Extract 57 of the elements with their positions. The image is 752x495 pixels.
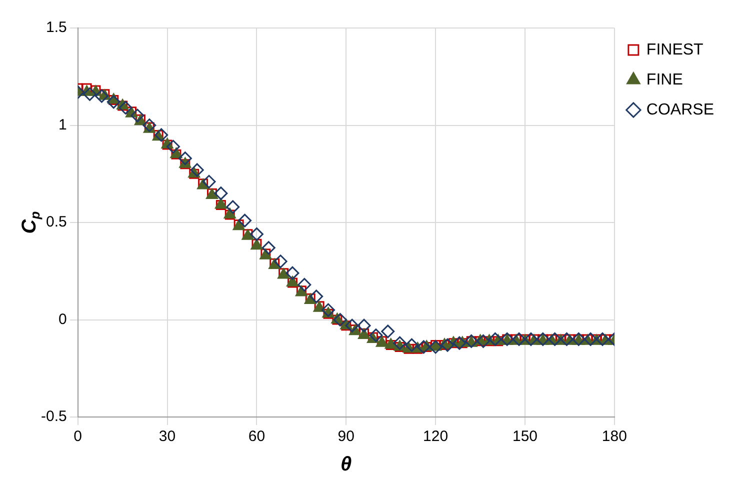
point <box>274 254 288 268</box>
point <box>369 328 383 342</box>
point <box>94 89 108 103</box>
point <box>106 95 120 109</box>
x-tick-label: 30 <box>158 428 176 446</box>
point <box>596 332 610 346</box>
x-tick-label: 120 <box>423 428 448 446</box>
legend-label: FINE <box>646 71 683 88</box>
y-tick-label: 1 <box>58 116 67 134</box>
point <box>452 336 466 350</box>
y-tick-label: -0.5 <box>40 408 67 426</box>
point <box>393 336 407 350</box>
point <box>524 332 538 346</box>
point <box>238 214 252 228</box>
y-tick-label: 0 <box>58 310 67 328</box>
point <box>250 227 264 241</box>
point <box>262 241 276 255</box>
point <box>416 340 430 354</box>
point <box>130 108 144 122</box>
point <box>404 338 418 352</box>
point <box>202 174 216 188</box>
y-tick-label: 1.5 <box>46 19 67 36</box>
point <box>333 313 347 326</box>
point <box>322 303 336 317</box>
point <box>142 118 156 132</box>
point <box>286 266 300 280</box>
point <box>226 200 240 214</box>
point <box>584 332 598 346</box>
point <box>118 100 132 114</box>
point <box>166 140 180 154</box>
point <box>154 128 168 142</box>
x-axis-title: θ <box>340 454 352 476</box>
point <box>310 290 324 304</box>
point <box>381 324 395 338</box>
point <box>488 332 502 346</box>
point <box>440 338 454 352</box>
point <box>178 152 192 166</box>
legend-label: FINEST <box>646 41 704 58</box>
point <box>214 186 228 200</box>
legend-label: COARSE <box>646 101 714 118</box>
point <box>476 334 490 348</box>
x-tick-label: 180 <box>602 428 627 446</box>
y-tick-label: 0.5 <box>46 214 67 231</box>
point <box>298 278 312 292</box>
point <box>357 318 371 332</box>
x-tick-label: 90 <box>338 428 354 446</box>
point <box>83 87 97 101</box>
point <box>428 340 442 354</box>
point <box>548 332 562 346</box>
x-tick-label: 0 <box>74 428 82 446</box>
point <box>512 332 526 346</box>
point <box>345 318 359 332</box>
x-tick-label: 150 <box>512 428 538 446</box>
point <box>190 163 204 177</box>
y-axis-title: Cp <box>18 211 43 234</box>
x-tick-label: 60 <box>248 428 266 446</box>
point <box>560 332 574 346</box>
